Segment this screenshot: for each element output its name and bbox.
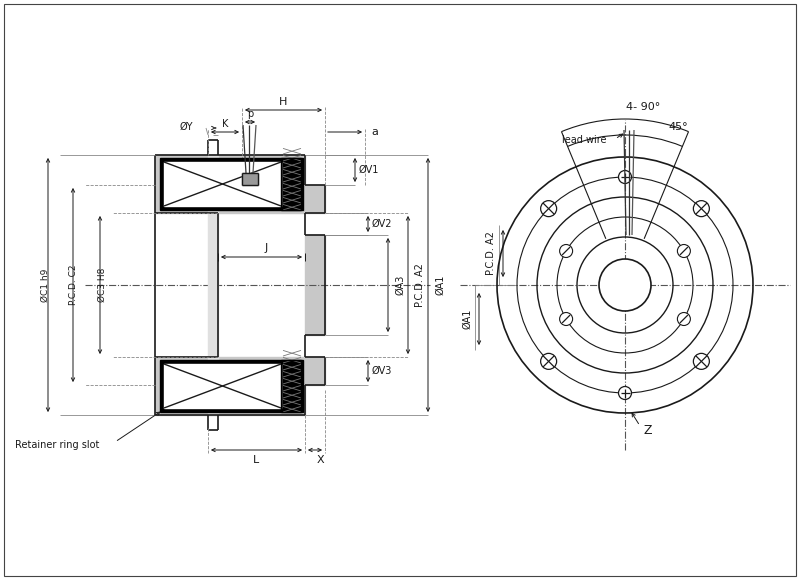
Text: lead wire: lead wire [562,135,607,145]
Text: J: J [265,243,268,253]
Text: ØA3: ØA3 [395,275,405,295]
Text: Retainer ring slot: Retainer ring slot [15,440,99,450]
Polygon shape [242,173,258,185]
Polygon shape [155,155,305,213]
Text: Z: Z [643,425,651,437]
Text: ØY: ØY [179,122,193,132]
Text: ØC3 H8: ØC3 H8 [98,268,106,302]
Polygon shape [208,155,218,415]
Text: ØV3: ØV3 [372,366,392,376]
Circle shape [618,386,631,400]
Text: a: a [371,127,378,137]
Text: K: K [222,119,228,129]
Circle shape [541,201,557,217]
Circle shape [678,313,690,325]
Polygon shape [155,357,305,415]
Text: 45°: 45° [668,122,688,132]
Circle shape [599,259,651,311]
Polygon shape [305,357,325,385]
Text: ØA1: ØA1 [435,275,445,295]
Text: P.C.D. C2: P.C.D. C2 [69,264,78,305]
Circle shape [694,353,710,369]
Text: P.C.D. A2: P.C.D. A2 [415,263,425,307]
Text: ØA1: ØA1 [462,309,472,329]
Polygon shape [305,235,325,335]
Polygon shape [160,360,303,412]
Circle shape [560,313,573,325]
Text: H: H [279,97,288,107]
Text: L: L [254,455,260,465]
Circle shape [541,353,557,369]
Text: ØV1: ØV1 [359,165,379,175]
Text: ØV2: ØV2 [372,219,392,229]
Circle shape [618,171,631,183]
Circle shape [694,201,710,217]
Text: ØC1 h9: ØC1 h9 [41,269,50,302]
Text: X: X [316,455,324,465]
Circle shape [678,245,690,258]
Polygon shape [160,158,303,210]
Text: p: p [247,109,253,119]
Text: 4- 90°: 4- 90° [626,102,660,112]
Polygon shape [305,185,325,213]
Circle shape [560,245,573,258]
Polygon shape [164,364,281,408]
Polygon shape [164,162,281,206]
Text: P.C.D. A2: P.C.D. A2 [486,231,496,275]
